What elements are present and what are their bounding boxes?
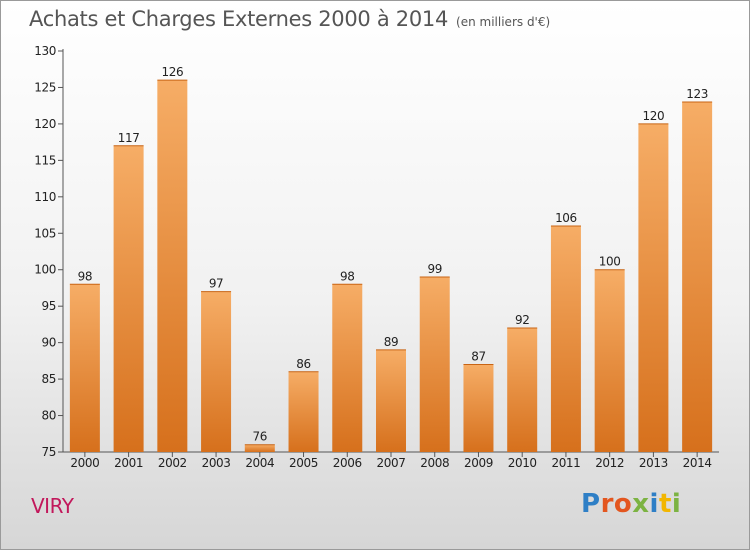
y-tick-label: 80 <box>42 409 56 423</box>
data-label: 87 <box>471 350 485 364</box>
bar <box>594 269 625 452</box>
bar <box>332 284 363 452</box>
data-label: 123 <box>686 87 708 101</box>
x-tick-label: 2009 <box>464 456 493 470</box>
x-tick-label: 2010 <box>508 456 537 470</box>
y-tick-label: 100 <box>34 263 56 277</box>
city-name: VIRY <box>31 494 74 518</box>
chart-title: Achats et Charges Externes 2000 à 2014 (e… <box>29 7 550 31</box>
y-tick-label: 75 <box>42 445 56 459</box>
data-label: 100 <box>599 255 621 269</box>
bar <box>157 80 188 452</box>
y-tick-label: 105 <box>34 226 56 240</box>
bar <box>201 291 232 452</box>
proxiti-logo[interactable]: Proxiti <box>581 489 681 519</box>
bar <box>638 123 669 452</box>
bar <box>69 284 100 452</box>
data-label: 98 <box>340 269 354 283</box>
x-tick-label: 2002 <box>158 456 187 470</box>
x-tick-label: 2006 <box>333 456 362 470</box>
x-tick-label: 2004 <box>245 456 274 470</box>
x-tick-label: 2003 <box>202 456 231 470</box>
logo-letter: t <box>658 489 672 519</box>
bar <box>113 145 144 453</box>
data-label: 99 <box>427 262 441 276</box>
x-tick-label: 2007 <box>377 456 406 470</box>
bar <box>288 371 319 452</box>
data-label: 92 <box>515 313 529 327</box>
data-label: 106 <box>555 211 577 225</box>
logo-letter: i <box>649 489 659 519</box>
logo-letter: x <box>632 489 650 519</box>
logo-letter: r <box>600 489 614 519</box>
y-tick-label: 115 <box>34 153 56 167</box>
y-tick-label: 125 <box>34 80 56 94</box>
bar <box>244 444 275 452</box>
bar <box>419 277 450 452</box>
logo-letter: o <box>613 489 633 519</box>
data-label: 98 <box>78 269 92 283</box>
y-tick-label: 95 <box>42 299 56 313</box>
bar <box>463 364 494 452</box>
y-tick-label: 130 <box>34 44 56 58</box>
y-tick-label: 120 <box>34 117 56 131</box>
bar <box>682 102 713 452</box>
data-label: 89 <box>384 335 398 349</box>
y-tick-label: 110 <box>34 190 56 204</box>
chart-title-unit: (en milliers d'€) <box>456 15 551 29</box>
y-tick-label: 85 <box>42 372 56 386</box>
bar <box>507 328 538 452</box>
data-label: 120 <box>643 109 665 123</box>
y-tick-label: 90 <box>42 336 56 350</box>
chart-title-main: Achats et Charges Externes 2000 à 2014 <box>29 7 449 31</box>
x-tick-label: 2001 <box>114 456 143 470</box>
bar <box>376 349 406 452</box>
x-tick-label: 2011 <box>551 456 580 470</box>
data-label: 117 <box>118 131 140 145</box>
x-tick-label: 2013 <box>639 456 668 470</box>
logo-letter: i <box>671 489 682 519</box>
x-tick-label: 2008 <box>420 456 449 470</box>
logo-letter: P <box>581 489 601 519</box>
x-tick-label: 2005 <box>289 456 318 470</box>
data-label: 97 <box>209 277 223 291</box>
x-tick-label: 2012 <box>595 456 624 470</box>
data-label: 76 <box>253 430 267 444</box>
bar <box>550 225 581 452</box>
data-label: 86 <box>296 357 310 371</box>
x-tick-label: 2014 <box>683 456 712 470</box>
x-tick-label: 2000 <box>70 456 99 470</box>
data-label: 126 <box>161 65 183 79</box>
